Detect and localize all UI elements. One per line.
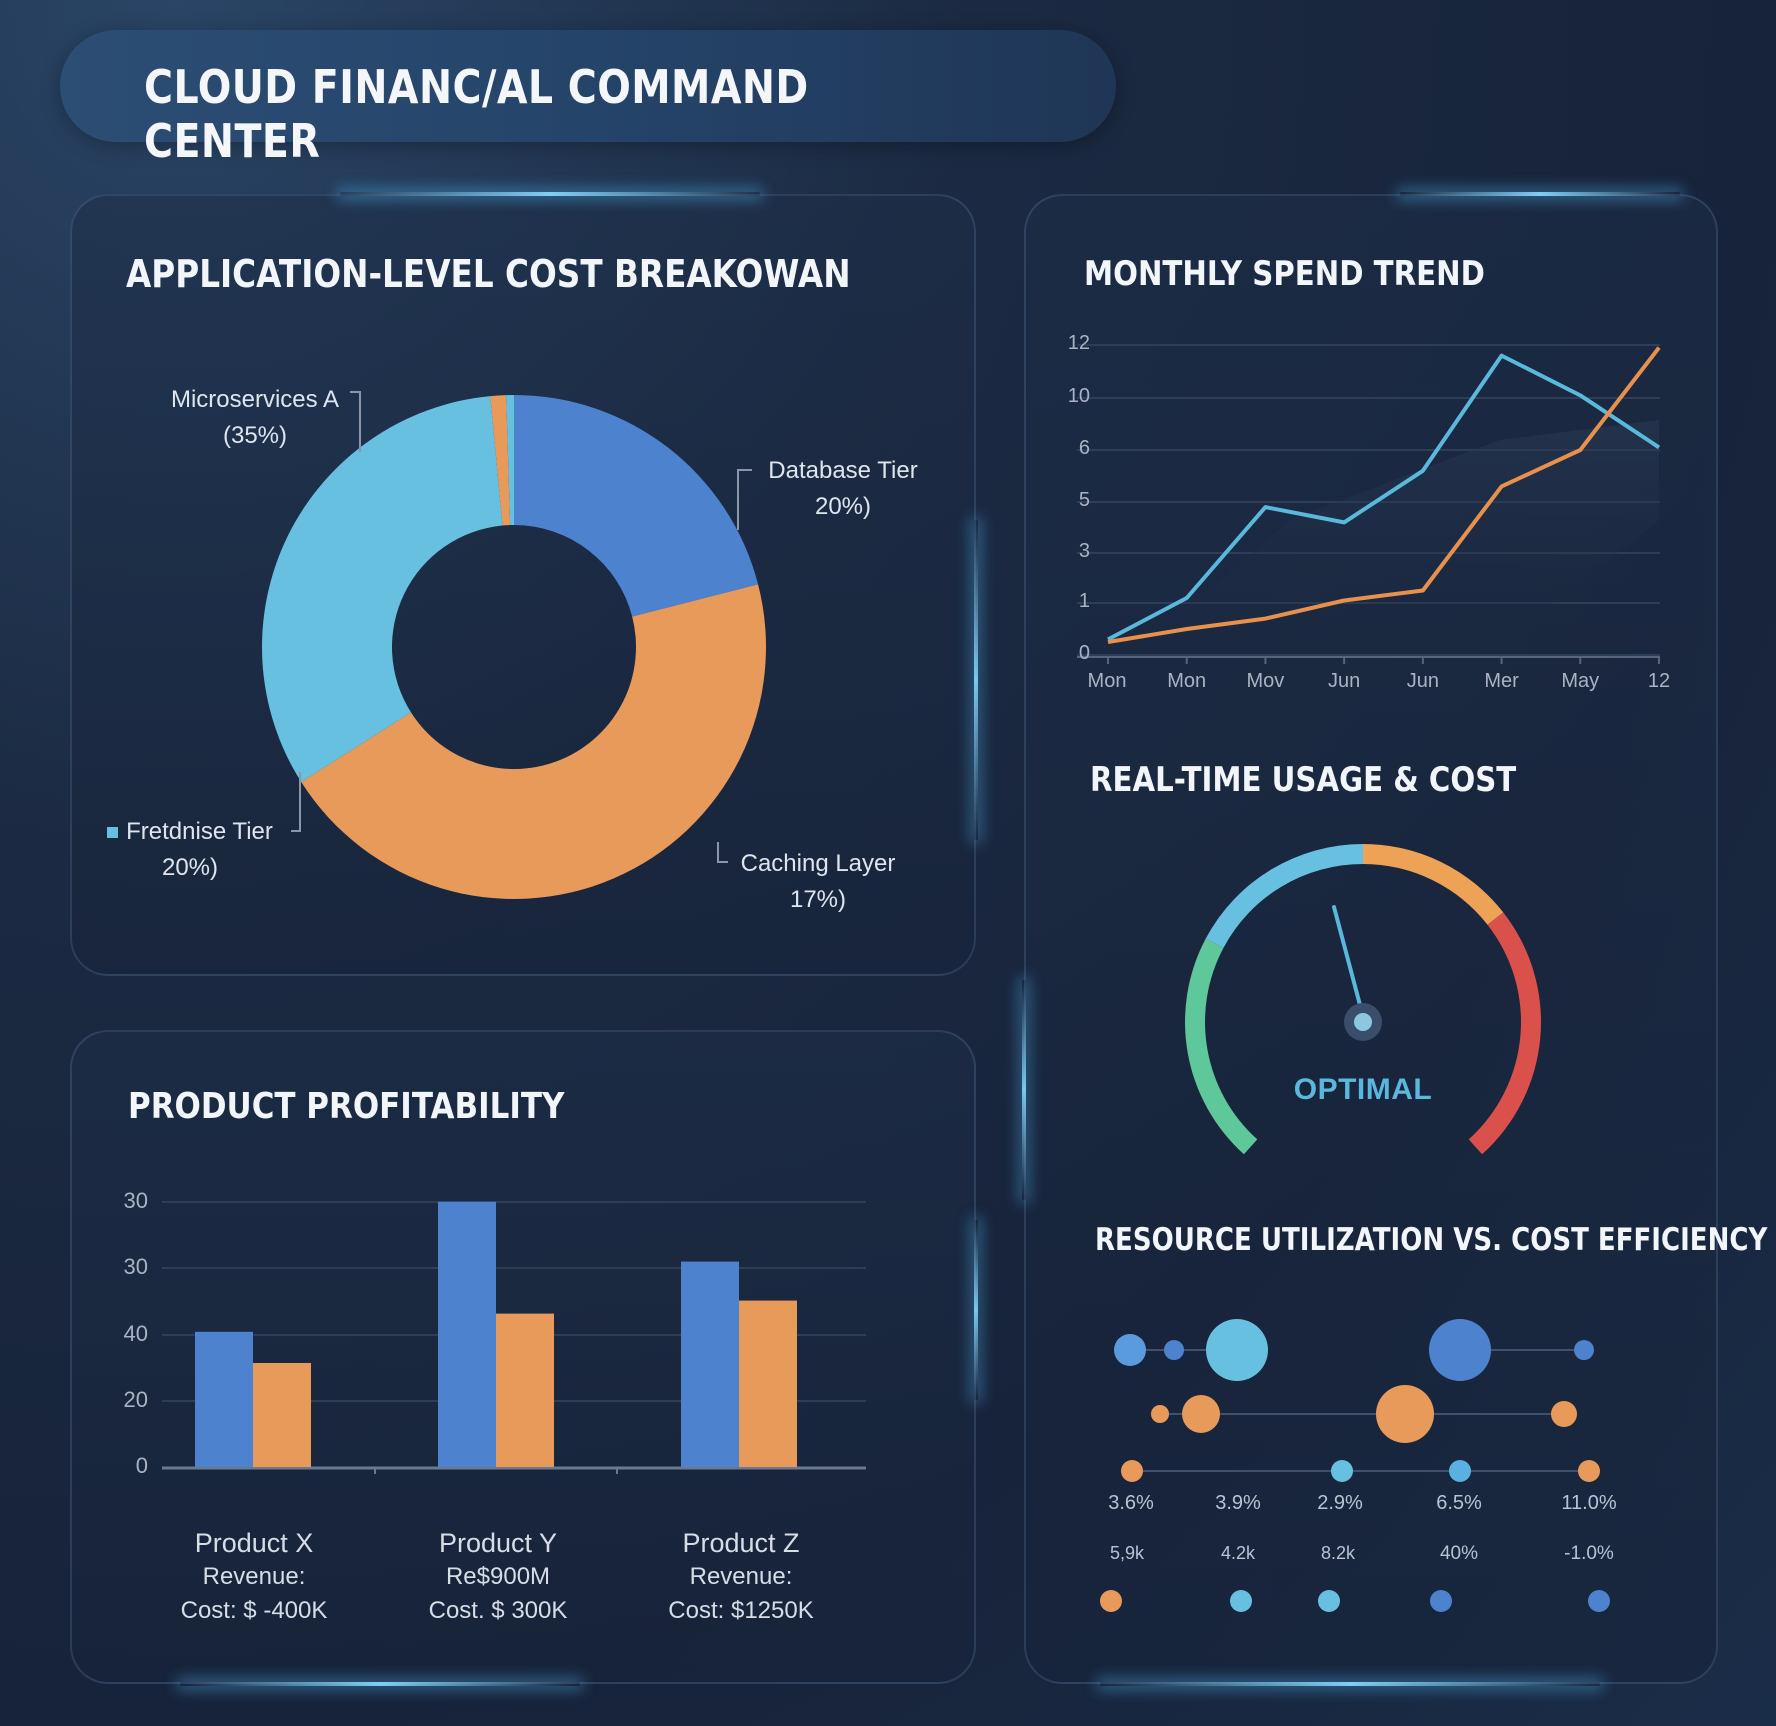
util-value: 2.9% <box>1317 1492 1363 1514</box>
util-value: -1.0% <box>1564 1543 1614 1564</box>
label-pct: (35%) <box>222 422 288 449</box>
bar <box>739 1300 797 1467</box>
glow-accent <box>974 520 978 840</box>
y-axis-tick: 30 <box>123 1254 148 1279</box>
util-value: 6.5% <box>1436 1492 1482 1514</box>
donut-label-microservices: Microservices A (35%) <box>160 382 350 454</box>
x-axis-tick: Mov <box>1246 670 1285 692</box>
glow-accent <box>1022 980 1026 1200</box>
product-label-z: Product Z Revenue: Cost: $1250K <box>611 1526 871 1628</box>
util-value: 11.0% <box>1561 1492 1617 1514</box>
donut-segment <box>506 395 514 526</box>
product-revenue: Re$900M <box>445 1563 551 1590</box>
y-axis-tick: 0 <box>135 1453 148 1478</box>
cost-breakdown-title: APPLICATION-LEVEL COST BREAKOWAN <box>126 252 851 296</box>
bar <box>253 1363 311 1467</box>
donut-segment <box>514 395 759 617</box>
y-axis-tick: 0 <box>1078 642 1090 664</box>
product-cost: Cost: $1250K <box>668 1597 814 1624</box>
x-axis-tick: May <box>1561 670 1600 692</box>
label-name: Microservices A <box>170 386 340 413</box>
product-cost: Cost. $ 300K <box>428 1597 568 1624</box>
product-label-y: Product Y Re$900M Cost. $ 300K <box>368 1526 628 1628</box>
util-value: 8.2k <box>1320 1543 1356 1563</box>
y-axis-tick: 30 <box>123 1188 148 1213</box>
product-revenue: Revenue: <box>689 1563 793 1590</box>
util-value: 4.2k <box>1220 1543 1256 1563</box>
y-axis-tick: 3 <box>1078 540 1090 562</box>
profitability-title: PRODUCT PROFITABILITY <box>128 1086 565 1127</box>
glow-accent <box>974 1220 978 1400</box>
y-axis-tick: 10 <box>1067 385 1090 407</box>
bar <box>496 1313 554 1467</box>
glow-accent <box>1100 1682 1600 1686</box>
bar <box>195 1331 253 1467</box>
bar <box>681 1261 739 1467</box>
usage-title: REAL-TIME USAGE & COST <box>1090 760 1517 800</box>
spend-trend-title: MONTHLY SPEND TREND <box>1084 254 1485 294</box>
donut-label-database: Database Tier 20%) <box>758 453 928 525</box>
gauge-segment <box>1363 844 1504 925</box>
util-value: 40% <box>1439 1543 1479 1564</box>
y-axis-tick: 6 <box>1078 437 1090 459</box>
gauge-status: OPTIMAL <box>1293 1073 1433 1106</box>
trend-line <box>1107 346 1661 644</box>
title-banner: CLOUD FINANC/AL COMMAND CENTER <box>60 30 1116 168</box>
label-name: Caching Layer <box>740 850 896 877</box>
y-axis-tick: 12 <box>1067 332 1090 354</box>
y-axis-tick: 1 <box>1078 590 1090 612</box>
utilization-title: RESOURCE UTILIZATION VS. COST EFFICIENCY <box>1095 1222 1768 1258</box>
legend-swatch-icon <box>107 827 119 839</box>
product-cost: Cost: $ -400K <box>180 1597 328 1624</box>
y-axis-tick: 5 <box>1078 489 1090 511</box>
product-name: Product Y <box>438 1528 558 1558</box>
x-axis-tick: Mer <box>1484 670 1519 692</box>
label-pct: 20%) <box>814 493 872 520</box>
glow-accent <box>180 1682 580 1686</box>
x-axis-tick: Jun <box>1328 670 1361 692</box>
y-axis-tick: 40 <box>123 1321 148 1346</box>
donut-segment <box>301 584 766 900</box>
gauge-segment <box>1185 938 1258 1155</box>
donut-label-frontend: Fretdnise Tier 20%) <box>90 814 290 886</box>
gauge-segment <box>1468 912 1541 1155</box>
label-pct: 17%) <box>789 886 847 913</box>
glow-accent <box>340 192 760 196</box>
donut-label-caching: Caching Layer 17%) <box>728 846 908 918</box>
x-axis-tick: 12 <box>1647 670 1671 692</box>
product-label-x: Product X Revenue: Cost: $ -400K <box>124 1526 384 1628</box>
product-revenue: Revenue: <box>202 1563 306 1590</box>
label-name: Fretdnise Tier <box>90 814 290 850</box>
gauge-needle <box>1332 905 1362 1007</box>
util-value: 3.6% <box>1108 1492 1154 1514</box>
label-name: Database Tier <box>768 457 918 484</box>
glow-accent <box>1400 192 1680 196</box>
util-value: 5,9k <box>1109 1543 1145 1563</box>
donut-segment <box>490 395 511 526</box>
y-axis-tick: 20 <box>123 1387 148 1412</box>
product-name: Product X <box>194 1528 314 1558</box>
util-value: 3.9% <box>1215 1492 1261 1514</box>
page-title: CLOUD FINANC/AL COMMAND CENTER <box>144 60 809 168</box>
trend-line <box>1107 353 1661 642</box>
x-axis-tick: Mon <box>1167 670 1207 692</box>
product-name: Product Z <box>682 1528 800 1558</box>
x-axis-tick: Mon <box>1087 670 1127 692</box>
gauge-segment <box>1205 844 1363 948</box>
x-axis-tick: Jun <box>1406 670 1439 692</box>
donut-segment <box>261 396 503 783</box>
label-pct: 20%) <box>161 854 219 881</box>
bar <box>438 1201 496 1467</box>
